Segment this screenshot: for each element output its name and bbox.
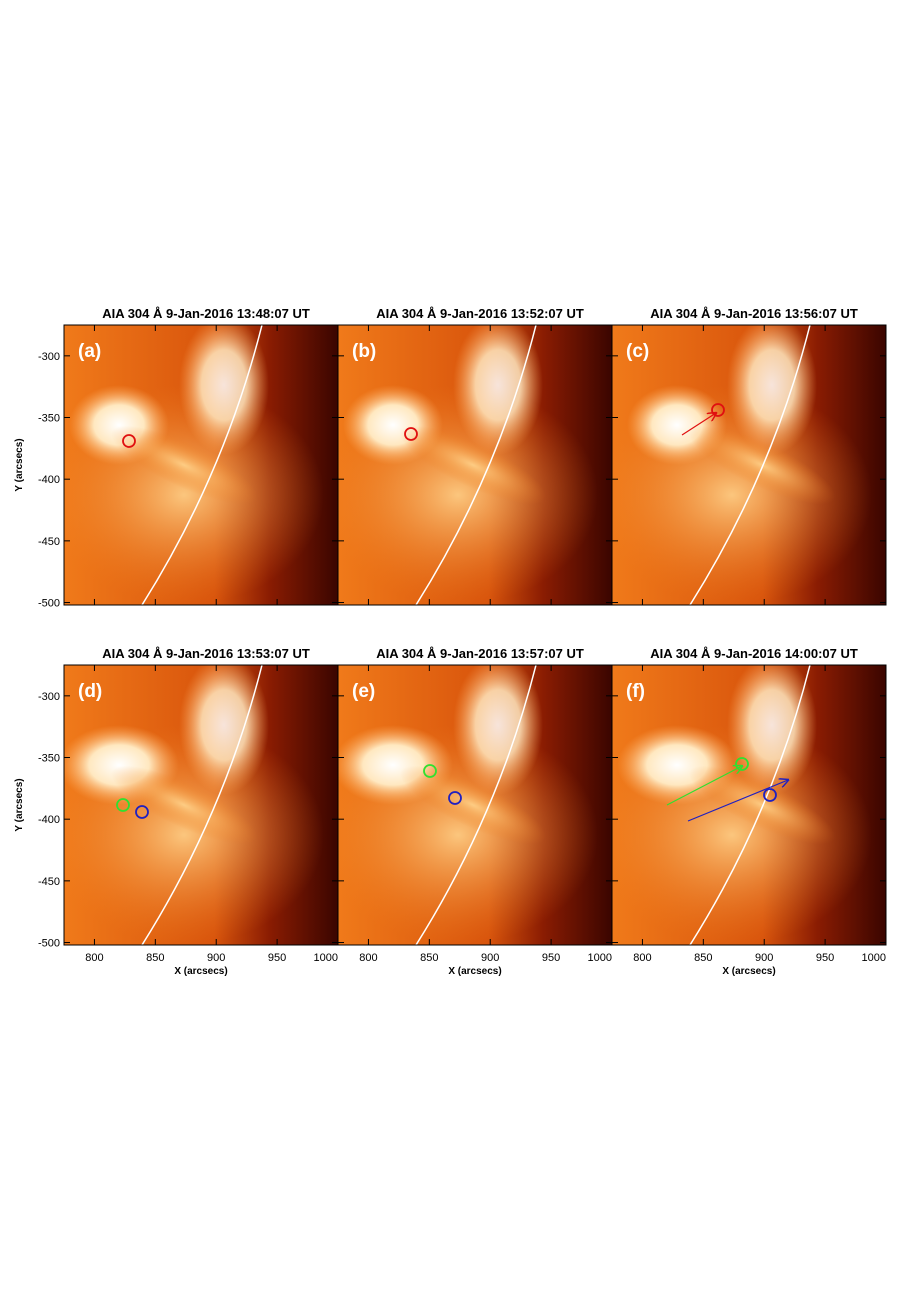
limb bbox=[415, 325, 537, 605]
limb bbox=[689, 325, 811, 605]
x-tick-label: 1000 bbox=[314, 952, 338, 964]
x-axis-label: X (arcsecs) bbox=[448, 966, 501, 977]
marker-circle bbox=[448, 791, 462, 805]
panel-title: AIA 304 Å 9-Jan-2016 13:56:07 UT bbox=[650, 306, 858, 321]
x-tick-label: 1000 bbox=[862, 952, 886, 964]
y-tick-label: -300 bbox=[38, 691, 60, 703]
y-tick-label: -500 bbox=[38, 938, 60, 950]
marker-circle bbox=[116, 798, 130, 812]
x-tick-label: 950 bbox=[816, 952, 834, 964]
panel: (f) AIA 304 Å 9-Jan-2016 14:00:07 UT 800 85… bbox=[611, 646, 887, 977]
solar-image bbox=[64, 325, 338, 605]
x-tick-label: 900 bbox=[207, 952, 225, 964]
panel: (e) AIA 304 Å 9-Jan-2016 13:57:07 UT 800 85… bbox=[337, 646, 613, 977]
x-tick-label: 950 bbox=[268, 952, 286, 964]
solar-image bbox=[612, 325, 886, 605]
panel: (a) AIA 304 Å 9-Jan-2016 13:48:07 UT -300 -… bbox=[14, 306, 339, 610]
loops bbox=[453, 325, 543, 455]
panel-label: (e) bbox=[352, 681, 375, 702]
loops bbox=[179, 325, 269, 455]
x-tick-label: 850 bbox=[694, 952, 712, 964]
jet bbox=[399, 765, 547, 845]
solar-image bbox=[64, 665, 338, 945]
panel-title: AIA 304 Å 9-Jan-2016 13:53:07 UT bbox=[102, 646, 310, 661]
panel-label: (c) bbox=[626, 341, 649, 362]
panel: (d) AIA 304 Å 9-Jan-2016 13:53:07 UT 800 85… bbox=[14, 646, 339, 977]
arrow bbox=[666, 766, 742, 806]
x-tick-label: 850 bbox=[420, 952, 438, 964]
panel-title: AIA 304 Å 9-Jan-2016 14:00:07 UT bbox=[650, 646, 858, 661]
arrow bbox=[681, 413, 716, 436]
jet bbox=[399, 425, 547, 505]
limb bbox=[141, 325, 263, 605]
panel-label: (a) bbox=[78, 341, 101, 362]
x-tick-label: 900 bbox=[481, 952, 499, 964]
marker-circle bbox=[122, 434, 136, 448]
y-tick-label: -500 bbox=[38, 598, 60, 610]
solar-image bbox=[612, 665, 886, 945]
y-axis-label: Y (arcsecs) bbox=[14, 438, 25, 491]
y-tick-label: -400 bbox=[38, 474, 60, 486]
solar-image bbox=[338, 665, 612, 945]
limb bbox=[141, 665, 263, 945]
y-axis-label: Y (arcsecs) bbox=[14, 778, 25, 831]
panel-title: AIA 304 Å 9-Jan-2016 13:48:07 UT bbox=[102, 306, 310, 321]
loops bbox=[453, 665, 543, 795]
panel-label: (d) bbox=[78, 681, 102, 702]
x-axis-label: X (arcsecs) bbox=[174, 966, 227, 977]
y-tick-label: -300 bbox=[38, 351, 60, 363]
marker-circle bbox=[423, 764, 437, 778]
marker-circle bbox=[711, 403, 725, 417]
marker-circle bbox=[135, 805, 149, 819]
y-tick-label: -400 bbox=[38, 814, 60, 826]
panel: (b) AIA 304 Å 9-Jan-2016 13:52:07 UT bbox=[337, 306, 613, 606]
y-tick-label: -350 bbox=[38, 413, 60, 425]
x-tick-label: 800 bbox=[85, 952, 103, 964]
y-tick-label: -350 bbox=[38, 753, 60, 765]
solar-image bbox=[338, 325, 612, 605]
x-tick-label: 800 bbox=[359, 952, 377, 964]
panel-title: AIA 304 Å 9-Jan-2016 13:52:07 UT bbox=[376, 306, 584, 321]
x-tick-label: 1000 bbox=[588, 952, 612, 964]
y-tick-label: -450 bbox=[38, 876, 60, 888]
limb bbox=[415, 665, 537, 945]
jet bbox=[110, 425, 258, 505]
marker-circle bbox=[735, 757, 749, 771]
loops bbox=[727, 665, 817, 795]
loops bbox=[727, 325, 817, 455]
limb bbox=[689, 665, 811, 945]
panel-label: (b) bbox=[352, 341, 376, 362]
x-tick-label: 900 bbox=[755, 952, 773, 964]
frame bbox=[611, 664, 887, 946]
panel: (c) AIA 304 Å 9-Jan-2016 13:56:07 UT bbox=[611, 306, 887, 606]
panel-title: AIA 304 Å 9-Jan-2016 13:57:07 UT bbox=[376, 646, 584, 661]
loops bbox=[179, 665, 269, 795]
y-tick-label: -450 bbox=[38, 536, 60, 548]
arrow bbox=[687, 780, 788, 822]
jet bbox=[688, 425, 836, 505]
x-tick-label: 950 bbox=[542, 952, 560, 964]
x-tick-label: 850 bbox=[146, 952, 164, 964]
panel-label: (f) bbox=[626, 681, 645, 702]
x-axis-label: X (arcsecs) bbox=[722, 966, 775, 977]
jet bbox=[688, 765, 836, 845]
marker-circle bbox=[763, 788, 777, 802]
frame bbox=[611, 324, 887, 606]
jet bbox=[110, 765, 258, 845]
x-tick-label: 800 bbox=[633, 952, 651, 964]
marker-circle bbox=[404, 427, 418, 441]
